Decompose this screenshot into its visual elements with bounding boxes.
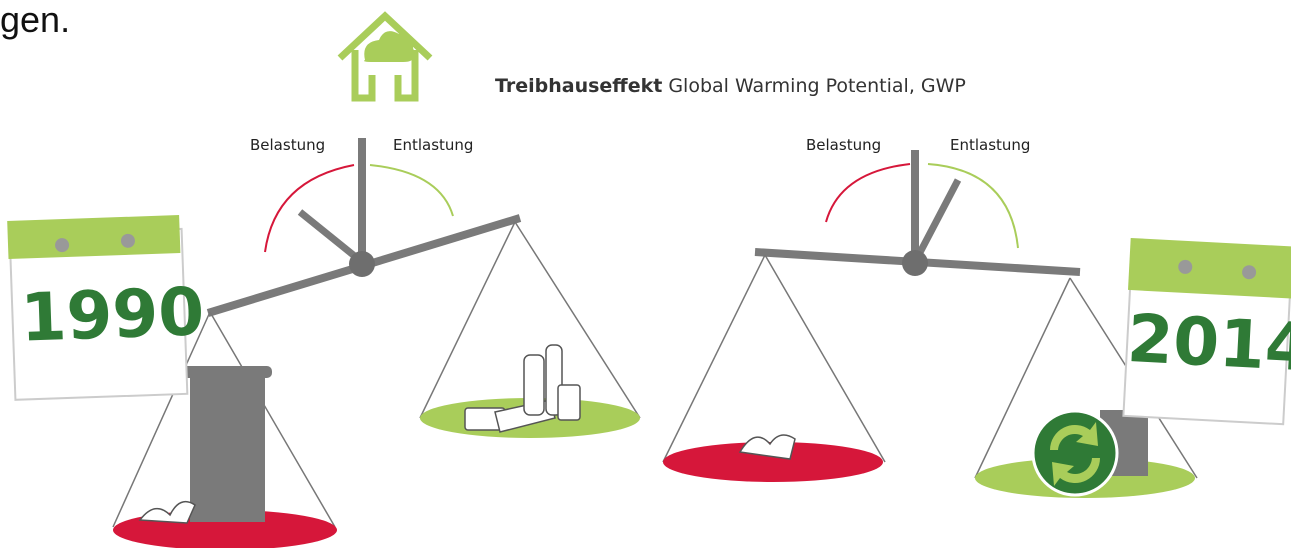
calendar-1990: 1990	[7, 214, 207, 400]
house-icon	[340, 16, 430, 98]
year: 2014	[1125, 300, 1291, 387]
title-bold: Treibhauseffekt	[495, 75, 662, 97]
relief-label: Entlastung	[393, 136, 473, 154]
scale-2014: Belastung Entlastung	[663, 136, 1197, 498]
year: 1990	[19, 273, 205, 356]
illustration: gen. Treibhauseffekt Global Warming Poten…	[0, 0, 1291, 548]
relief-label: Entlastung	[950, 136, 1030, 154]
title-rest: Global Warming Potential, GWP	[668, 75, 966, 97]
header-title: Treibhauseffekt Global Warming Potential,…	[495, 75, 966, 97]
calendar-2014: 2014	[1121, 238, 1291, 425]
burden-label: Belastung	[250, 136, 325, 154]
intro-fragment: gen.	[0, 0, 70, 40]
burden-label: Belastung	[806, 136, 881, 154]
